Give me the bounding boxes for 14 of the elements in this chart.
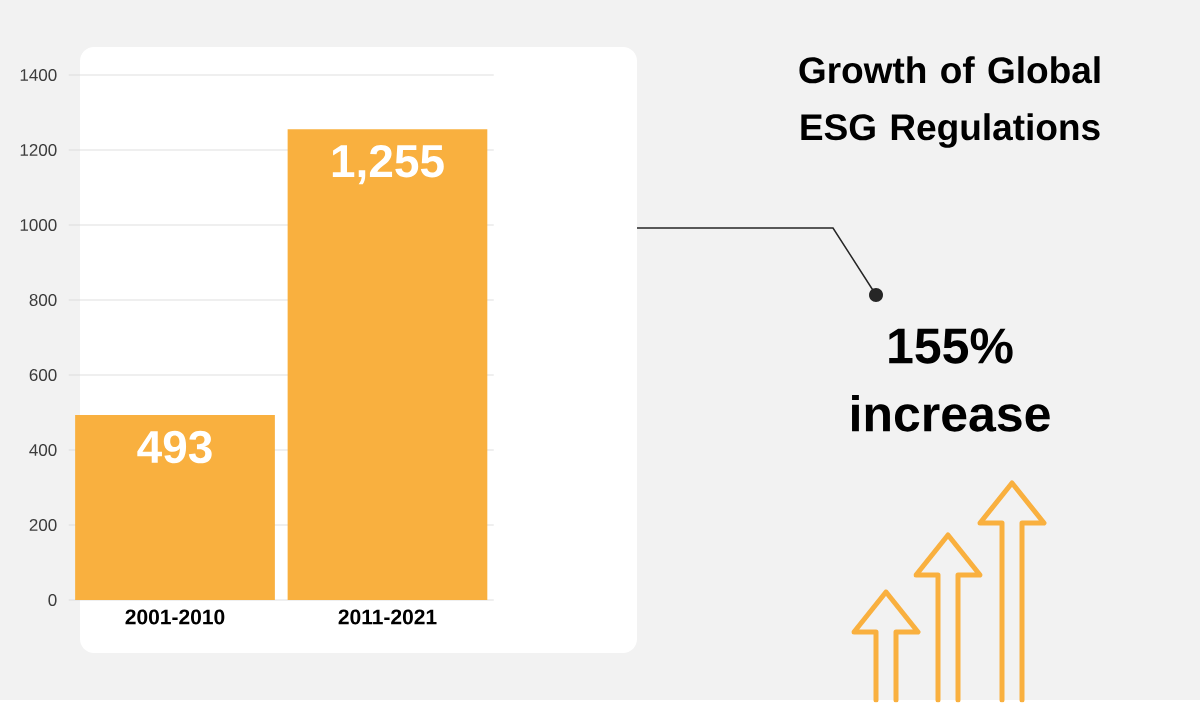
- y-tick-label: 1400: [20, 69, 57, 82]
- x-tick-label: 2011-2021: [338, 609, 437, 625]
- data-label: 493: [137, 430, 212, 464]
- y-tick-label: 800: [29, 294, 57, 307]
- x-tick-label: 2001-2010: [125, 609, 225, 625]
- y-tick-label: 400: [29, 444, 57, 457]
- text: 155% increase: [852, 328, 1050, 432]
- y-tick-label: 0: [48, 594, 57, 607]
- y-tick-label: 600: [29, 369, 57, 382]
- y-tick-label: 200: [29, 519, 57, 532]
- text: Growth of Global ESG Regulations: [799, 56, 1100, 149]
- y-tick-label: 1000: [20, 219, 57, 232]
- data-label: 1,255: [332, 145, 444, 185]
- y-tick-label: 1200: [20, 144, 57, 157]
